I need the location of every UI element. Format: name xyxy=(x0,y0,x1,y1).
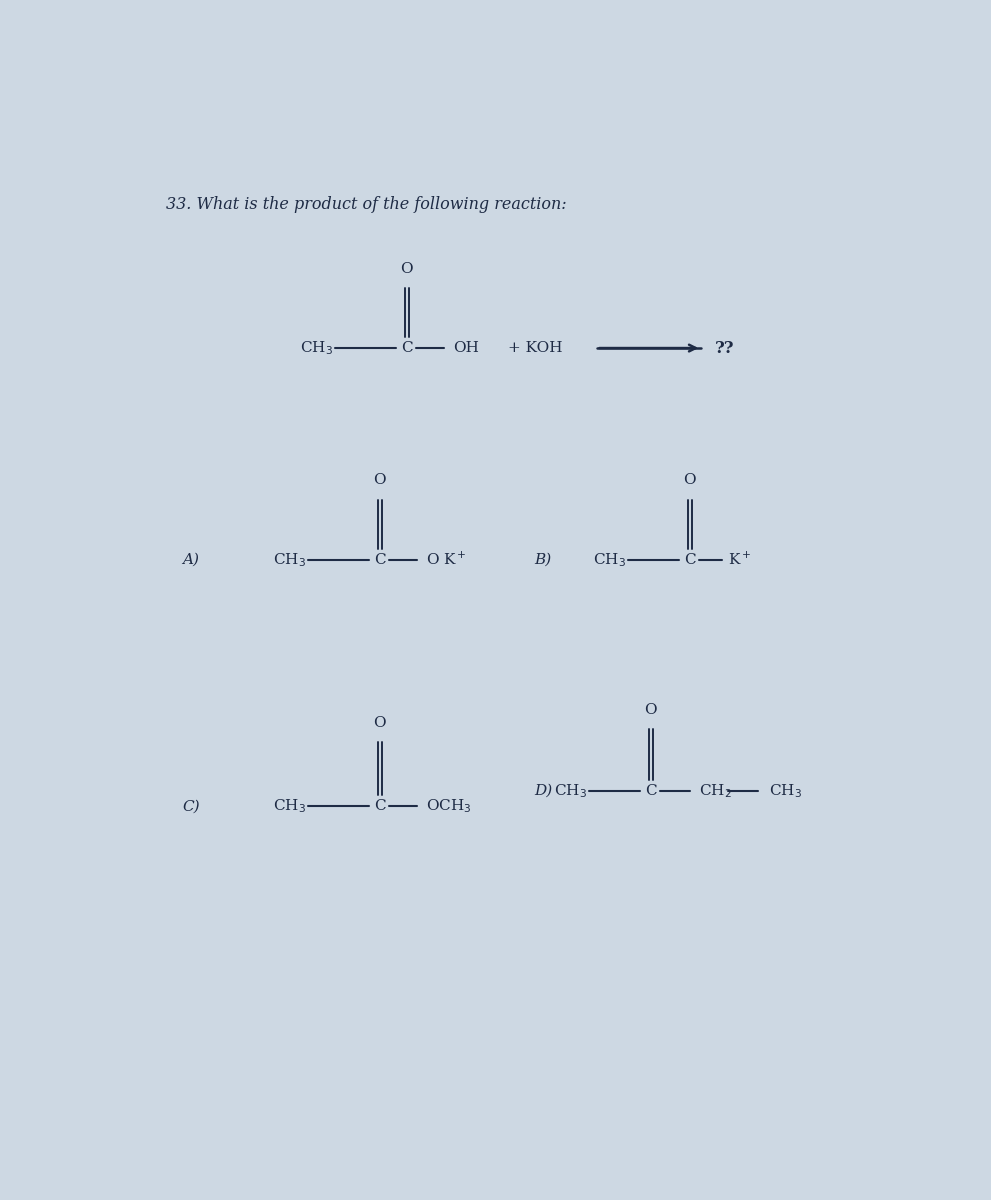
Text: C: C xyxy=(374,553,385,566)
Text: C: C xyxy=(645,784,657,798)
Text: O: O xyxy=(644,703,657,716)
Text: OH: OH xyxy=(453,341,479,355)
Text: C): C) xyxy=(182,799,199,814)
Text: CH$_3$: CH$_3$ xyxy=(273,797,306,815)
Text: O: O xyxy=(374,474,385,487)
Text: 33. What is the product of the following reaction:: 33. What is the product of the following… xyxy=(166,197,567,214)
Text: CH$_3$: CH$_3$ xyxy=(300,340,333,356)
Text: C: C xyxy=(374,799,385,814)
Text: C: C xyxy=(401,341,412,355)
Text: K$^+$: K$^+$ xyxy=(728,551,752,569)
Text: C: C xyxy=(684,553,696,566)
Text: ??: ?? xyxy=(716,340,734,356)
Text: CH$_3$: CH$_3$ xyxy=(273,551,306,569)
Text: O: O xyxy=(374,716,385,730)
Text: O: O xyxy=(400,262,413,276)
Text: CH$_3$: CH$_3$ xyxy=(593,551,626,569)
Text: OCH$_3$: OCH$_3$ xyxy=(426,797,472,815)
Text: CH$_3$: CH$_3$ xyxy=(769,782,802,799)
Text: A): A) xyxy=(182,553,199,566)
Text: CH$_3$: CH$_3$ xyxy=(554,782,588,799)
Text: CH$_2$: CH$_2$ xyxy=(699,782,731,799)
Text: O K$^+$: O K$^+$ xyxy=(426,551,467,569)
Text: O: O xyxy=(684,474,696,487)
Text: B): B) xyxy=(534,553,552,566)
Text: D): D) xyxy=(534,784,553,798)
Text: + KOH: + KOH xyxy=(507,341,562,355)
